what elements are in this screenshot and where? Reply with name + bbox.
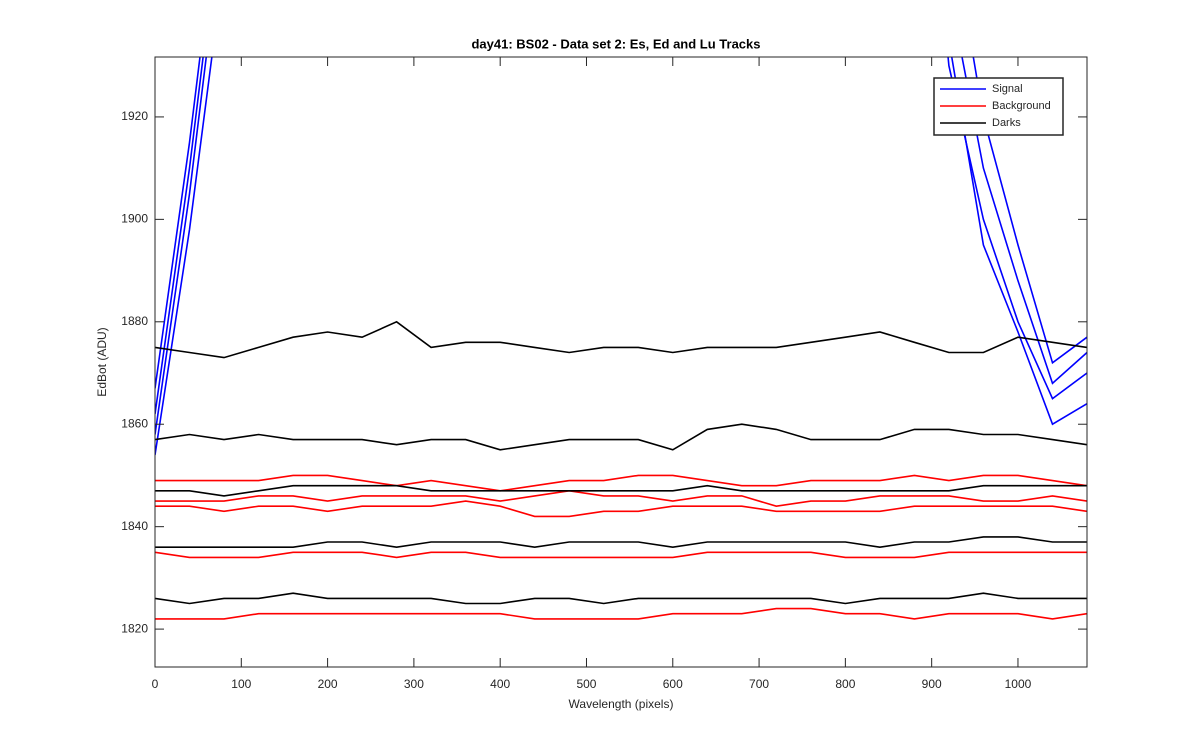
y-tick-label: 1880 [121, 314, 148, 328]
y-tick-label: 1840 [121, 519, 148, 533]
x-tick-label: 900 [922, 677, 942, 691]
data-line [155, 474, 1087, 492]
x-tick-label: 300 [404, 677, 424, 691]
data-line [155, 423, 1087, 451]
lines [155, 57, 1087, 620]
x-tick-label: 200 [318, 677, 338, 691]
data-line [155, 489, 1087, 508]
chart-title: day41: BS02 - Data set 2: Es, Ed and Lu … [471, 36, 760, 51]
x-tick-label: 500 [576, 677, 596, 691]
legend-label: Signal [992, 83, 1023, 95]
x-tick-label: 600 [663, 677, 683, 691]
x-tick-label: 400 [490, 677, 510, 691]
y-tick-label: 1900 [121, 212, 148, 226]
x-tick-label: 700 [749, 677, 769, 691]
data-line [155, 607, 1087, 620]
data-line [155, 484, 1087, 497]
data-line [155, 536, 1087, 549]
x-axis-label: Wavelength (pixels) [569, 697, 674, 711]
y-tick-label: 1820 [121, 621, 148, 635]
x-tick-label: 0 [152, 677, 159, 691]
axes-box [154, 56, 1088, 668]
data-line [155, 320, 1087, 359]
x-tick-label: 800 [835, 677, 855, 691]
legend-label: Background [992, 100, 1051, 112]
plot-area [155, 57, 1087, 667]
y-tick-label: 1920 [121, 109, 148, 123]
data-line [155, 500, 1087, 518]
y-tick-label: 1860 [121, 416, 148, 430]
x-tick-label: 100 [231, 677, 251, 691]
data-line [155, 551, 1087, 559]
legend-label: Darks [992, 117, 1021, 129]
y-axis-label: EdBot (ADU) [95, 327, 109, 396]
data-line [155, 592, 1087, 605]
x-tick-label: 1000 [1005, 677, 1032, 691]
